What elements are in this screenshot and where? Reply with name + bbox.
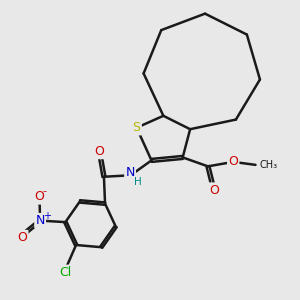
Text: Cl: Cl (59, 266, 72, 279)
Text: CH₃: CH₃ (260, 160, 278, 170)
Text: H: H (134, 177, 142, 187)
Text: O: O (209, 184, 219, 196)
Text: O: O (228, 155, 238, 168)
Text: N: N (125, 167, 135, 179)
Text: S: S (133, 121, 141, 134)
Text: O: O (94, 145, 104, 158)
Text: O: O (17, 231, 27, 244)
Text: -: - (43, 186, 47, 196)
Text: O: O (34, 190, 44, 203)
Text: +: + (43, 211, 51, 221)
Text: N: N (35, 214, 45, 227)
